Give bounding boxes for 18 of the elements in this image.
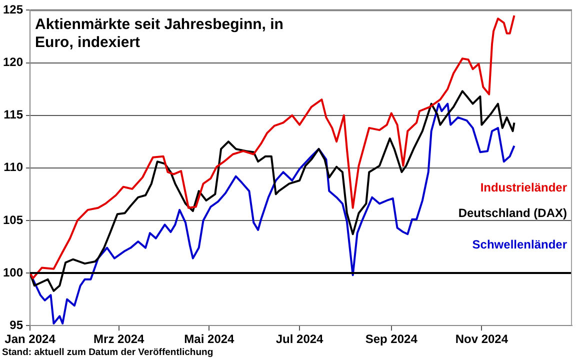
text: Aktienmärkte seit Jahresbeginn, in Euro, indexiert [35,16,284,51]
x-tick-label: Jul 2024 [276,332,324,346]
y-tick-label: 120 [2,55,24,70]
x-tick-label: Sep 2024 [365,332,418,346]
y-tick-label: 115 [4,108,24,122]
y-tick-label: 100 [2,265,24,280]
text: Deutschland (DAX) [458,206,567,220]
y-tick-label: 105 [2,212,24,227]
y-tick-label: 110 [4,160,24,174]
text: Stand: aktuell zum Datum der Veröffentlichung [2,346,214,358]
y-tick-label: 95 [10,318,24,332]
x-tick-label: Mrz 2024 [94,332,145,346]
text: Industrieländer [480,180,568,195]
y-tick-label: 125 [2,2,24,17]
text: Schwellenländer [472,237,568,252]
x-tick-label: Nov 2024 [455,332,508,346]
x-tick-label: Jan 2024 [4,332,56,346]
x-tick-label: Mai 2024 [184,332,235,346]
